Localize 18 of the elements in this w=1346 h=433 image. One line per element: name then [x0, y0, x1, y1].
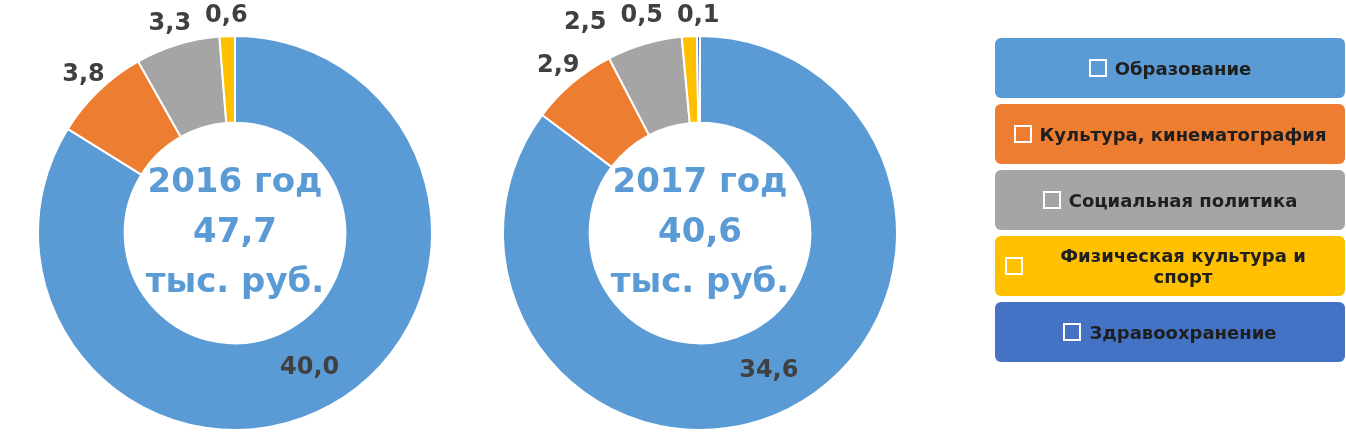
data-label: 0,5: [620, 0, 664, 29]
data-label: 3,3: [148, 7, 192, 36]
text: 47,7 тыс. руб.: [145, 209, 325, 300]
text: 40,6 тыс. руб.: [610, 209, 790, 300]
text: 2017 год: [612, 159, 788, 200]
data-label: 2,9: [536, 50, 580, 79]
legend-label: Культура, кинематография: [1039, 123, 1327, 145]
data-label: 2,5: [564, 7, 607, 36]
data-label: 34,6: [739, 354, 799, 383]
text: 2016 год: [147, 159, 323, 200]
data-label: 3,8: [62, 59, 105, 88]
data-label: 40,0: [280, 351, 340, 380]
legend-label: Социальная политика: [1068, 189, 1298, 211]
legend-label: Здравоохранение: [1089, 321, 1277, 343]
data-label: 0,1: [677, 0, 720, 29]
data-label: 0,6: [205, 0, 248, 29]
legend-label: Физическая культура и спорт: [1059, 245, 1307, 287]
legend-label: Образование: [1114, 57, 1252, 79]
